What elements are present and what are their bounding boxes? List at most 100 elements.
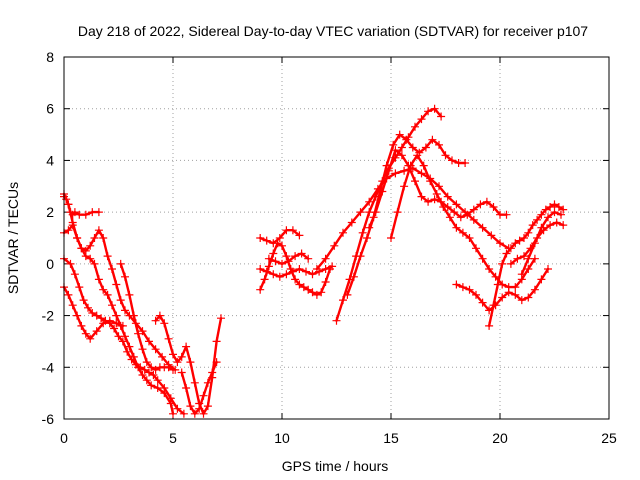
data-point — [269, 249, 278, 258]
data-point — [138, 371, 147, 379]
data-point — [430, 195, 439, 204]
data-point — [105, 316, 114, 325]
data-point — [302, 267, 310, 276]
data-point — [504, 288, 513, 297]
data-point — [524, 293, 533, 302]
data-point — [356, 252, 365, 261]
data-point — [142, 358, 151, 367]
data-point — [90, 259, 99, 268]
data-point — [450, 208, 459, 217]
data-point — [417, 115, 426, 124]
series-line — [62, 223, 177, 372]
data-point — [363, 234, 371, 242]
data-point — [299, 283, 308, 292]
data-point — [511, 239, 520, 248]
data-point — [284, 257, 293, 266]
data-point — [391, 169, 400, 178]
series-track-7 — [151, 311, 225, 418]
data-point — [145, 337, 153, 346]
series-line — [62, 257, 186, 415]
data-point — [493, 280, 502, 289]
data-point — [550, 208, 559, 217]
data-point — [86, 254, 95, 263]
data-point — [487, 231, 496, 240]
data-point — [208, 368, 217, 377]
data-point — [177, 352, 186, 361]
data-point — [356, 208, 365, 217]
data-point — [485, 321, 494, 330]
data-point — [77, 244, 86, 253]
data-point — [114, 332, 123, 341]
data-point — [452, 280, 461, 289]
data-point — [169, 350, 177, 359]
series-track-17 — [387, 151, 539, 292]
data-point — [108, 301, 116, 310]
data-point — [339, 296, 347, 305]
data-point — [358, 228, 367, 237]
data-point — [94, 208, 103, 217]
data-point — [155, 311, 164, 320]
data-point — [264, 254, 273, 263]
data-point — [291, 252, 300, 261]
data-point — [389, 140, 398, 149]
data-point — [112, 319, 121, 328]
data-point — [164, 363, 173, 372]
data-point — [312, 290, 321, 299]
data-point — [282, 252, 291, 261]
series-track-12 — [264, 249, 313, 268]
series-line — [368, 148, 508, 229]
data-point — [212, 358, 221, 367]
data-point — [291, 275, 300, 284]
data-point — [413, 151, 422, 160]
data-point — [160, 319, 169, 328]
data-point — [482, 197, 491, 206]
data-point — [97, 314, 106, 323]
data-point — [269, 270, 278, 279]
series-track-5 — [60, 283, 127, 343]
data-point — [463, 210, 472, 219]
y-tick-label: 0 — [46, 256, 54, 272]
data-point — [411, 177, 419, 186]
data-point — [123, 347, 132, 356]
data-point — [537, 223, 546, 232]
data-point — [271, 257, 280, 266]
data-point — [330, 241, 339, 250]
data-point — [151, 316, 160, 325]
data-point — [371, 208, 380, 217]
data-point — [502, 210, 511, 219]
data-point — [288, 226, 297, 235]
data-point — [517, 270, 526, 279]
data-point — [145, 368, 153, 377]
data-point — [304, 254, 313, 263]
data-point — [264, 262, 273, 271]
data-point — [485, 265, 494, 273]
data-point — [84, 303, 92, 312]
data-point — [151, 345, 160, 354]
chart-title: Day 218 of 2022, Sidereal Day-to-day VTE… — [78, 23, 588, 39]
data-point — [439, 203, 448, 211]
data-point — [153, 376, 162, 385]
data-point — [282, 270, 291, 279]
data-point — [426, 177, 435, 186]
x-tick-label: 25 — [601, 430, 617, 446]
data-point — [537, 210, 546, 219]
data-point — [437, 112, 446, 121]
data-point — [295, 265, 304, 273]
data-point — [199, 391, 208, 400]
data-point — [138, 345, 147, 354]
data-point — [424, 197, 433, 206]
data-point — [411, 122, 419, 131]
data-point — [70, 208, 79, 217]
data-point — [217, 314, 225, 323]
data-point — [343, 290, 352, 299]
data-point — [116, 296, 125, 305]
data-point — [537, 275, 546, 284]
data-point — [478, 223, 487, 232]
data-point — [448, 156, 456, 165]
data-point — [550, 200, 559, 209]
data-point — [461, 159, 470, 167]
y-axis-label: SDTVAR / TECUs — [5, 182, 21, 294]
data-point — [397, 151, 406, 160]
data-point — [321, 254, 330, 263]
series-line — [520, 210, 563, 276]
